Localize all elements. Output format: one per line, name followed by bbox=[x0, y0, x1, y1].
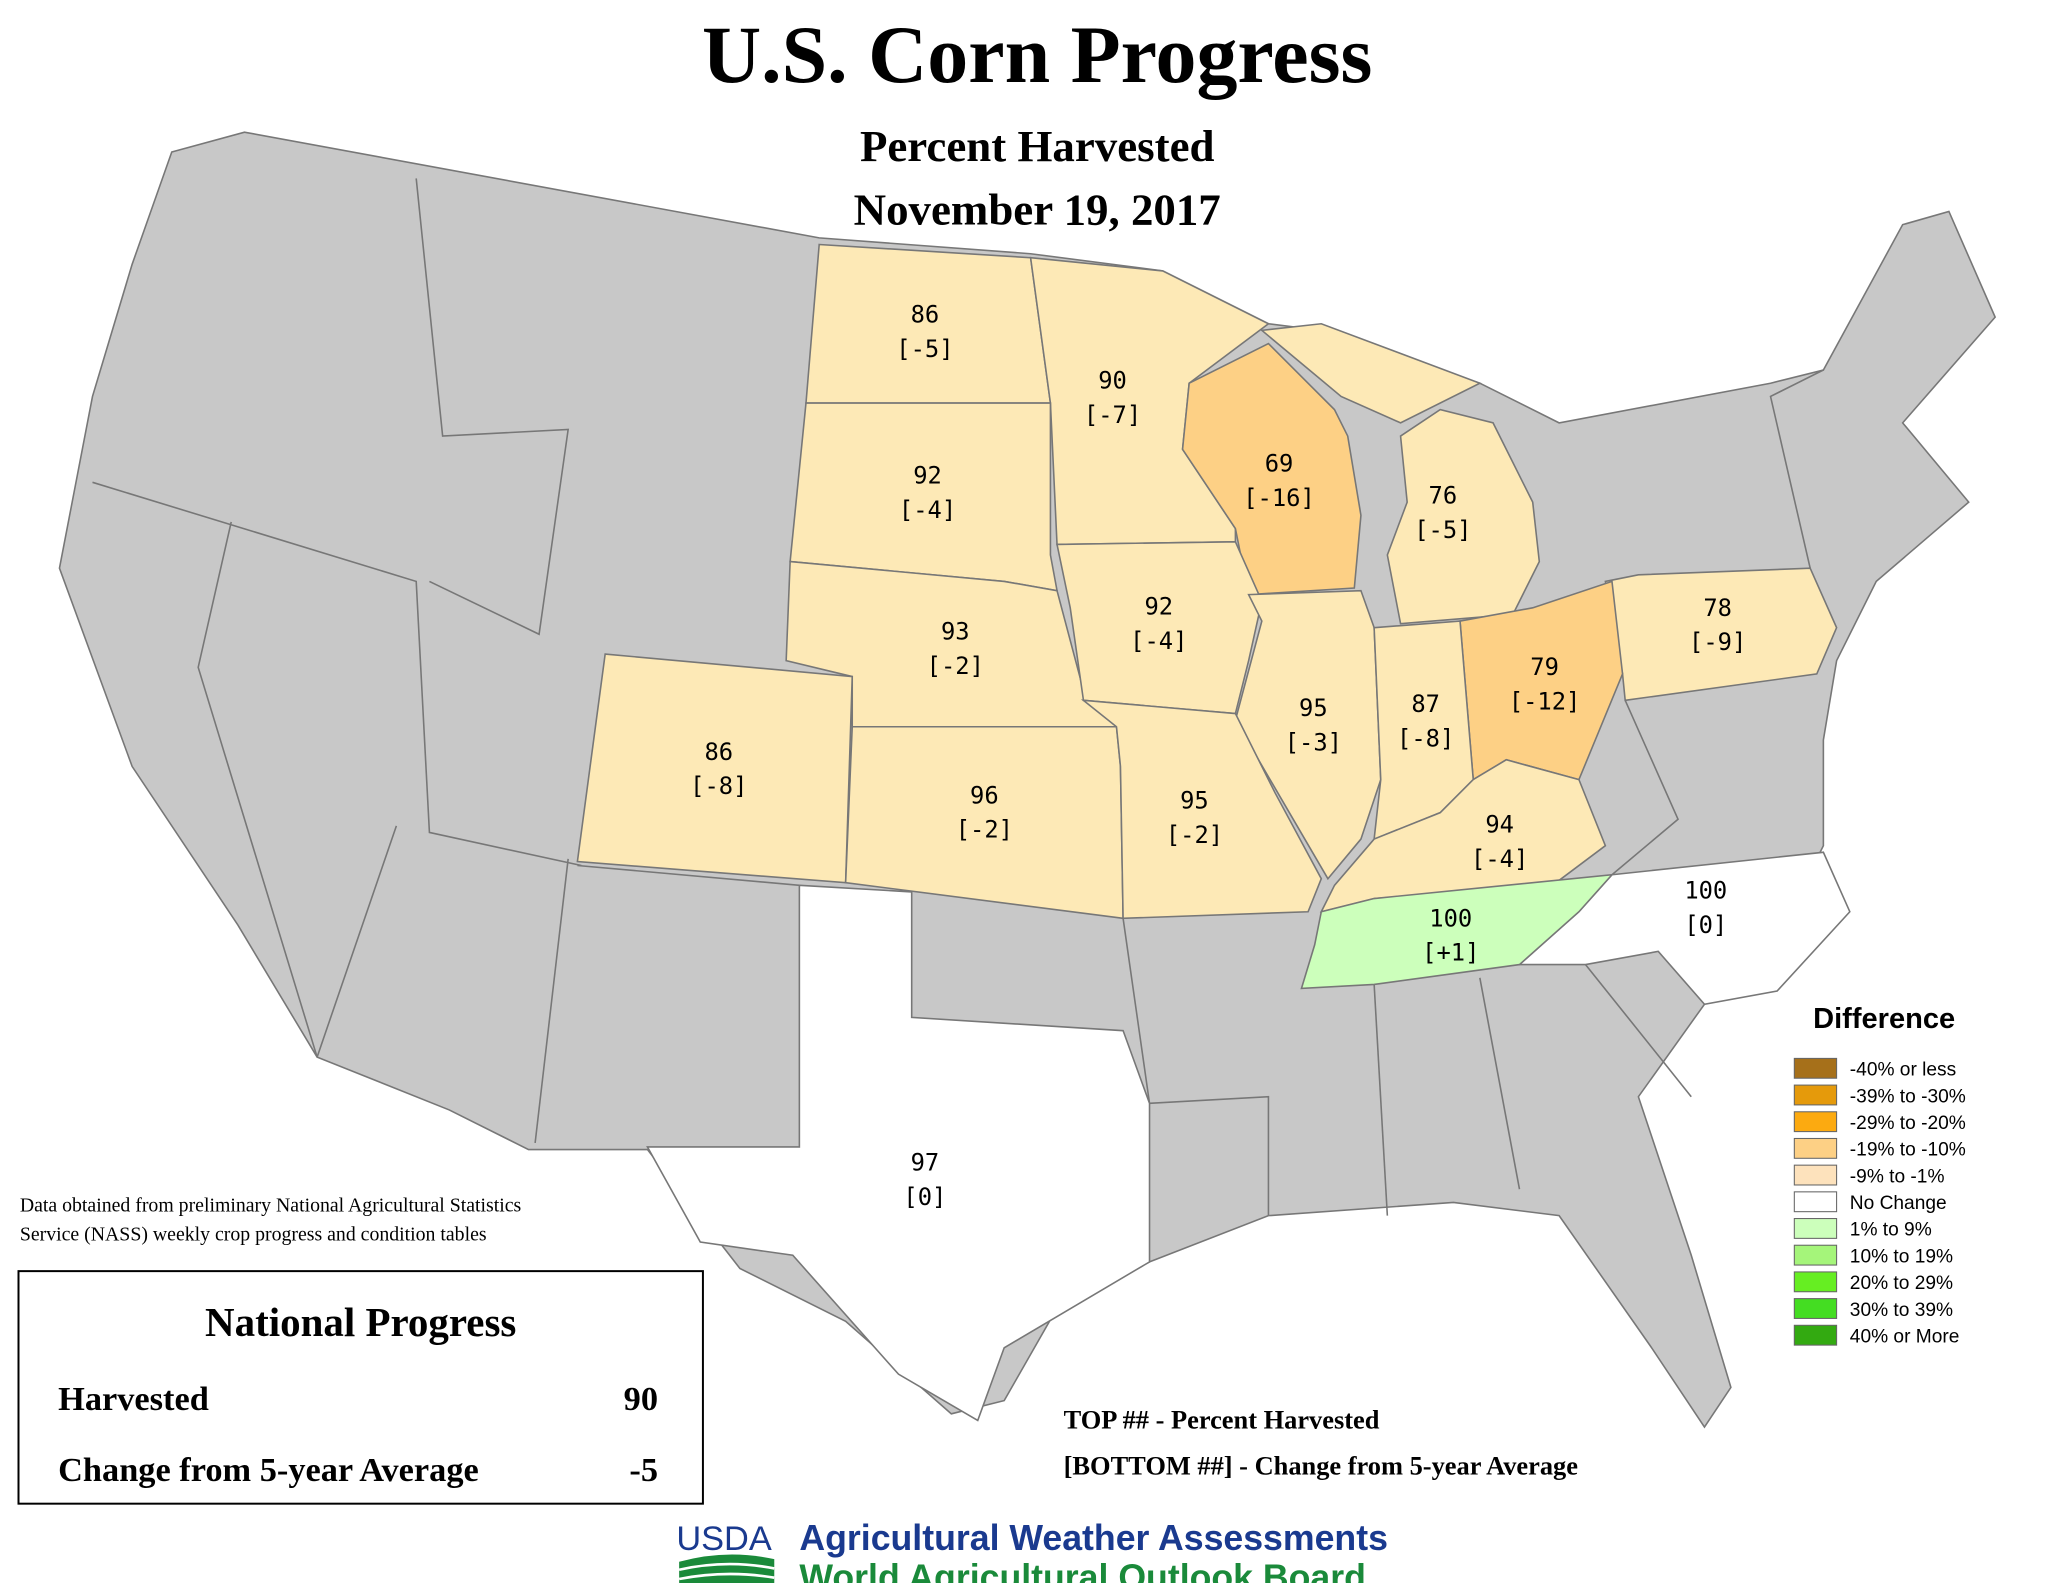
state-value: 90 bbox=[1098, 367, 1127, 395]
state-change: [-7] bbox=[1084, 401, 1141, 429]
state-change: [-4] bbox=[1130, 627, 1187, 655]
state-change: [-9] bbox=[1689, 628, 1746, 656]
legend-swatch bbox=[1793, 1111, 1838, 1133]
state-change: [-5] bbox=[896, 335, 953, 363]
state-value: 100 bbox=[1684, 877, 1727, 905]
national-value: 90 bbox=[624, 1380, 658, 1418]
state-value: 95 bbox=[1180, 787, 1209, 815]
state bbox=[1181, 342, 1362, 596]
state-value: 95 bbox=[1299, 694, 1328, 722]
state-value: 87 bbox=[1411, 690, 1440, 718]
legend-swatch bbox=[1793, 1324, 1838, 1346]
state-change: [-2] bbox=[1166, 821, 1223, 849]
state bbox=[1319, 758, 1607, 913]
state-value: 97 bbox=[911, 1149, 940, 1177]
state bbox=[1259, 322, 1482, 424]
legend-swatch bbox=[1793, 1137, 1838, 1159]
usda-logo: USDA bbox=[676, 1520, 775, 1583]
logo-stripe bbox=[678, 1572, 775, 1581]
state-change: [-5] bbox=[1414, 516, 1471, 544]
legend-swatch bbox=[1793, 1084, 1838, 1106]
state-change: [-2] bbox=[956, 816, 1013, 844]
source-note: Service (NASS) weekly crop progress and … bbox=[20, 1224, 487, 1246]
legend-label: -29% to -20% bbox=[1850, 1113, 1966, 1134]
legend: Difference -40% or less -39% to -30% -29% … bbox=[1793, 1003, 1966, 1347]
key-bottom: [BOTTOM ##] - Change from 5-year Average bbox=[1064, 1451, 1579, 1481]
national-title: National Progress bbox=[205, 1299, 516, 1345]
state-change: [0] bbox=[903, 1183, 946, 1211]
state bbox=[1234, 589, 1382, 881]
legend-label: -40% or less bbox=[1850, 1060, 1956, 1081]
state bbox=[1300, 873, 1614, 990]
state-value: 86 bbox=[911, 300, 940, 328]
state-value: 100 bbox=[1429, 904, 1472, 932]
logo-field bbox=[679, 1554, 775, 1583]
state-change: [-12] bbox=[1509, 688, 1581, 716]
state-change: [-4] bbox=[1471, 845, 1528, 873]
state-change: [-16] bbox=[1243, 484, 1315, 512]
state-labels: 86 [-5] 90 [-7] 92 [-4] 69 [-16] 76 [-5] 93 [-2] 92 [… bbox=[690, 300, 1746, 1211]
key-top: TOP ## - Percent Harvested bbox=[1064, 1404, 1380, 1434]
state-change: [-3] bbox=[1285, 729, 1342, 757]
subtitle: Percent Harvested bbox=[860, 121, 1215, 171]
state bbox=[1386, 408, 1541, 625]
state-change: [+1] bbox=[1422, 939, 1479, 967]
legend-label: 10% to 19% bbox=[1850, 1246, 1953, 1267]
national-value: -5 bbox=[629, 1451, 658, 1489]
state-value: 79 bbox=[1530, 653, 1559, 681]
legend-swatch bbox=[1793, 1057, 1838, 1079]
legend-title: Difference bbox=[1813, 1003, 1955, 1035]
legend-swatch bbox=[1793, 1271, 1838, 1293]
state-value: 78 bbox=[1703, 594, 1732, 622]
state-value: 92 bbox=[913, 462, 942, 490]
state-value: 86 bbox=[704, 738, 733, 766]
legend-label: 40% or More bbox=[1850, 1326, 1960, 1347]
us-map bbox=[58, 131, 1997, 1429]
state-value: 94 bbox=[1485, 810, 1514, 838]
legend-swatch bbox=[1793, 1191, 1838, 1213]
legend-label: -39% to -30% bbox=[1850, 1086, 1966, 1107]
legend-swatch bbox=[1793, 1218, 1838, 1239]
state-change: [0] bbox=[1684, 911, 1727, 939]
state-value: 92 bbox=[1144, 592, 1173, 620]
legend-label: 30% to 39% bbox=[1850, 1300, 1953, 1321]
state-change: [-2] bbox=[927, 652, 984, 680]
source-note: Data obtained from preliminary National … bbox=[20, 1195, 521, 1217]
state bbox=[1080, 699, 1323, 920]
national-box bbox=[17, 1270, 704, 1505]
logo-stripe bbox=[678, 1562, 775, 1572]
title: U.S. Corn Progress bbox=[702, 9, 1372, 100]
state bbox=[1604, 567, 1838, 702]
legend-swatch bbox=[1793, 1298, 1838, 1319]
legend-swatch bbox=[1793, 1244, 1838, 1266]
state bbox=[1056, 540, 1263, 715]
logo-text: USDA bbox=[676, 1520, 772, 1558]
state-value: 93 bbox=[941, 618, 970, 646]
state-value: 69 bbox=[1265, 450, 1294, 478]
legend-label: 20% to 29% bbox=[1850, 1273, 1953, 1294]
footer-line: World Agricultural Outlook Board bbox=[799, 1558, 1366, 1583]
state-borders bbox=[92, 178, 1824, 1216]
state bbox=[576, 653, 854, 884]
national-label: Harvested bbox=[58, 1380, 209, 1418]
legend-label: No Change bbox=[1850, 1193, 1947, 1214]
legend-swatch bbox=[1793, 1164, 1838, 1186]
state-value: 96 bbox=[970, 781, 999, 809]
state-value: 76 bbox=[1429, 481, 1458, 509]
legend-label: -19% to -10% bbox=[1850, 1140, 1966, 1161]
footer-line: Agricultural Weather Assessments bbox=[799, 1518, 1388, 1558]
legend-label: -9% to -1% bbox=[1850, 1166, 1945, 1187]
legend-label: 1% to 9% bbox=[1850, 1220, 1932, 1241]
national-label: Change from 5-year Average bbox=[58, 1451, 479, 1489]
state bbox=[646, 884, 1151, 1422]
state-change: [-4] bbox=[899, 496, 956, 524]
state-change: [-8] bbox=[1397, 725, 1454, 753]
state-change: [-8] bbox=[690, 772, 747, 800]
date: November 19, 2017 bbox=[854, 185, 1221, 235]
